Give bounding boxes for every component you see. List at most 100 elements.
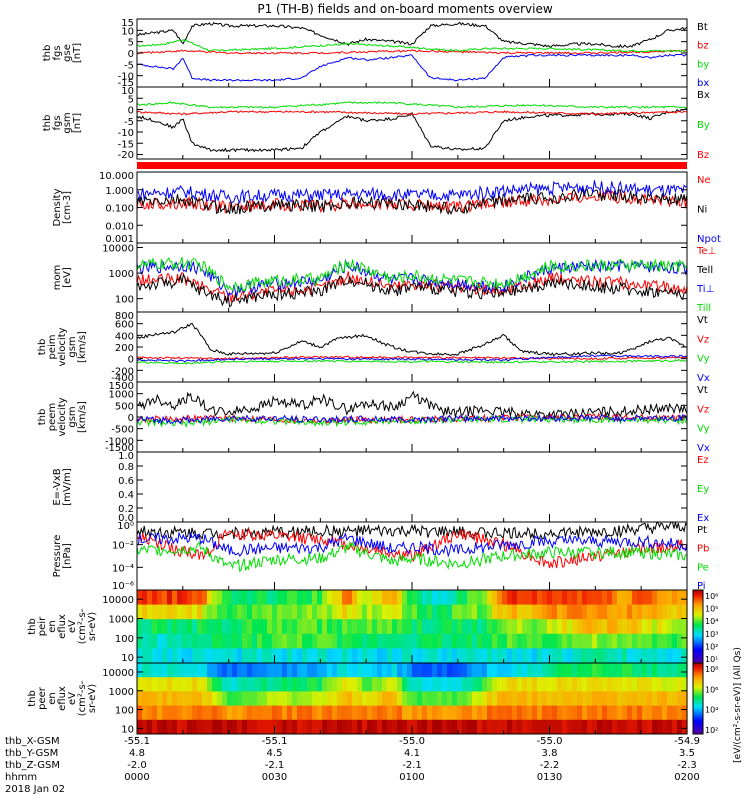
spectrogram-cell xyxy=(467,705,473,721)
spectrogram-cell xyxy=(162,691,168,707)
spectrogram-cell xyxy=(662,691,668,707)
y-tick-label: 100 xyxy=(115,295,134,306)
spectrogram-cell xyxy=(502,633,508,649)
spectrogram-cell xyxy=(377,619,383,635)
spectrogram-cell xyxy=(227,619,233,635)
spectrogram-cell xyxy=(602,691,608,707)
y-tick-label: 10000 xyxy=(102,668,134,679)
spectrogram-cell xyxy=(457,633,463,649)
spectrogram-cell xyxy=(677,648,683,664)
colorbar-cell xyxy=(693,732,703,735)
spectrogram-cell xyxy=(567,719,573,735)
spectrogram-cell xyxy=(597,719,603,735)
spectrogram-cell xyxy=(172,719,178,735)
spectrogram-cell xyxy=(357,619,363,635)
spectrogram-cell xyxy=(617,633,623,649)
spectrogram-cell xyxy=(222,677,228,692)
colorbar-cell xyxy=(693,707,703,710)
spectrogram-cell xyxy=(582,648,588,664)
spectrogram-cell xyxy=(147,705,153,721)
spectrogram-cell xyxy=(277,604,283,620)
spectrogram-cell xyxy=(562,663,568,678)
spectrogram-cell xyxy=(607,619,613,635)
spectrogram-cell xyxy=(237,633,243,649)
spectrogram-cell xyxy=(187,648,193,664)
spectrogram-cell xyxy=(492,705,498,721)
spectrogram-cell xyxy=(267,677,273,692)
spectrogram-cell xyxy=(552,677,558,692)
series-line-by xyxy=(136,39,688,53)
spectrogram-cell xyxy=(152,691,158,707)
spectrogram-cell xyxy=(602,604,608,620)
spectrogram-cell xyxy=(577,705,583,721)
legend-entry-Vz: Vz xyxy=(697,404,709,415)
spectrogram-cell xyxy=(332,633,338,649)
spectrogram-cell xyxy=(662,619,668,635)
colorbar-cell xyxy=(693,728,703,731)
colorbar-cell xyxy=(693,714,703,717)
spectrogram-cell xyxy=(467,663,473,678)
spectrogram-cell xyxy=(192,604,198,620)
spectrogram-cell xyxy=(142,604,148,620)
spectrogram-cell xyxy=(477,705,483,721)
y-axis-label-line: gsm xyxy=(67,336,78,357)
spectrogram-cell xyxy=(427,619,433,635)
spectrogram-cell xyxy=(207,604,213,620)
spectrogram-cell xyxy=(422,633,428,649)
spectrogram-cell xyxy=(572,691,578,707)
spectrogram-cell xyxy=(597,648,603,664)
spectrogram-cell xyxy=(262,663,268,678)
spectrogram-cell xyxy=(582,691,588,707)
spectrogram-cell xyxy=(677,633,683,649)
spectrogram-cell xyxy=(382,705,388,721)
spectrogram-cell xyxy=(627,677,633,692)
spectrogram-cell xyxy=(177,677,183,692)
spectrogram-cell xyxy=(572,619,578,635)
spectrogram-cell xyxy=(362,705,368,721)
spectrogram-cell xyxy=(307,705,313,721)
spectrogram-cell xyxy=(212,677,218,692)
spectrogram-cell xyxy=(547,619,553,635)
spectrogram-cell xyxy=(357,691,363,707)
spectrogram-cell xyxy=(457,719,463,735)
spectrogram-cell xyxy=(467,719,473,735)
spectrogram-cell xyxy=(387,604,393,620)
colorbar-cell xyxy=(693,668,703,671)
y-tick-label: 1.0 xyxy=(118,451,134,462)
spectrogram-cell xyxy=(547,604,553,620)
spectrogram-cell xyxy=(667,719,673,735)
spectrogram-cell xyxy=(637,677,643,692)
spectrogram-cell xyxy=(377,604,383,620)
spectrogram-cell xyxy=(592,590,598,606)
spectrogram-cell xyxy=(202,705,208,721)
time-axis-hhmm: 0000 xyxy=(124,772,149,783)
spectrogram-cell xyxy=(627,691,633,707)
spectrogram-cell xyxy=(602,719,608,735)
spectrogram-cell xyxy=(232,705,238,721)
legend-entry-bz: bz xyxy=(697,41,709,52)
spectrogram-cell xyxy=(297,705,303,721)
spectrogram-cell xyxy=(142,691,148,707)
y-tick-label: 400 xyxy=(115,331,134,342)
spectrogram-cell xyxy=(417,719,423,735)
spectrogram-cell xyxy=(197,633,203,649)
colorbar-cell xyxy=(693,670,703,673)
colorbar-cell xyxy=(693,595,703,598)
spectrogram-cell xyxy=(407,677,413,692)
colorbar-cell xyxy=(693,703,703,707)
spectrogram-cell xyxy=(417,663,423,678)
spectrogram-cell xyxy=(387,677,393,692)
spectrogram-cell xyxy=(172,648,178,664)
spectrogram-cell xyxy=(392,677,398,692)
spectrogram-cell xyxy=(587,691,593,707)
spectrogram-cell xyxy=(597,691,603,707)
spectrogram-cell xyxy=(482,691,488,707)
spectrogram-cell xyxy=(577,633,583,649)
colorbar-cell xyxy=(693,655,703,659)
spectrogram-cell xyxy=(567,604,573,620)
spectrogram-cell xyxy=(162,604,168,620)
spectrogram-cell xyxy=(527,677,533,692)
spectrogram-cell xyxy=(497,677,503,692)
spectrogram-cell xyxy=(242,705,248,721)
spectrogram-cell xyxy=(227,633,233,649)
